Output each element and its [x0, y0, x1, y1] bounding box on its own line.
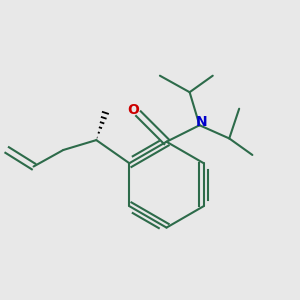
Text: N: N [195, 115, 207, 129]
Text: O: O [128, 103, 140, 117]
